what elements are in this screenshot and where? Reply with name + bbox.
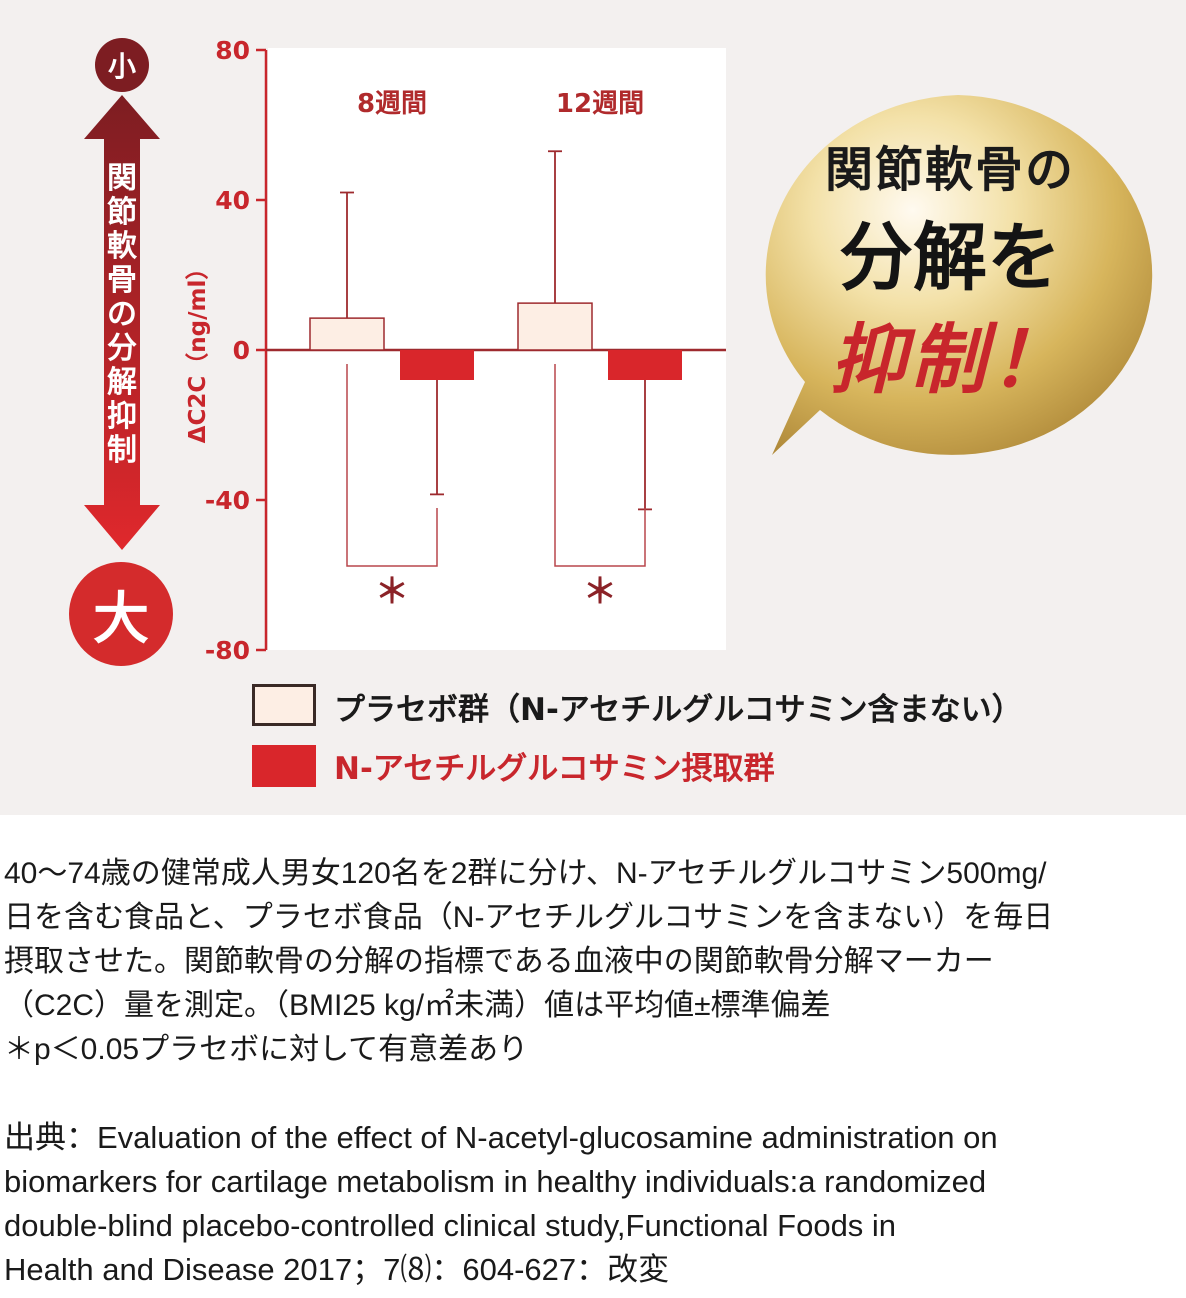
scale-arrow-icon (84, 95, 160, 550)
source-line: biomarkers for cartilage metabolism in h… (4, 1164, 987, 1199)
source-line: 出典：Evaluation of the effect of N-acetyl-… (4, 1120, 998, 1155)
y-axis-title: ΔC2C（ng/ml） (184, 257, 211, 444)
y-tick-label: 40 (215, 186, 250, 215)
scale-small-badge: 小 (95, 38, 149, 92)
note-line: 摂取させた。関節軟骨の分解の指標である血液中の関節軟骨分解マーカー (4, 945, 994, 978)
claim-line-2: 分解を (839, 215, 1061, 301)
claim-line-3: 抑制！ (830, 315, 1070, 404)
significance-bracket (346, 364, 438, 567)
significance-bracket (554, 364, 646, 567)
bar (309, 317, 385, 351)
legend-swatch-placebo (252, 684, 316, 726)
bar (400, 350, 474, 380)
note-line: ＊p＜0.05プラセボに対して有意差あり (4, 1033, 529, 1066)
category-label: 12週間 (556, 89, 644, 119)
significance-mark: ＊ (583, 572, 617, 612)
note-line: （C2C）量を測定。（BMI25 kg/㎡未満）値は平均値±標準偏差 (4, 989, 831, 1022)
legend-swatch-treatment (252, 745, 316, 787)
y-tick-label: -80 (205, 636, 250, 665)
y-tick-label: -40 (205, 486, 250, 515)
bar-chart: 80 40 0 -40 -80 ΔC2C（ng/ml） ＊ ＊ 8週間 12週間 (184, 36, 1153, 665)
claim-badge-shape (765, 95, 1153, 455)
study-notes: 40～74歳の健常成人男女120名を2群に分け、N-アセチルグルコサミン500m… (4, 852, 1182, 1292)
source-line: double-blind placebo-controlled clinical… (4, 1208, 897, 1243)
scale-large-badge: 大 (69, 562, 173, 666)
legend-label-treatment: N-アセチルグルコサミン摂取群 (334, 751, 775, 787)
claim-line-1: 関節軟骨の (824, 142, 1075, 198)
legend-label-placebo: プラセボ群（N-アセチルグルコサミン含まない） (334, 692, 1023, 728)
source-citation: 出典：Evaluation of the effect of N-acetyl-… (4, 1116, 1182, 1292)
source-line: Health and Disease 2017；7⑻：604-627：改変 (4, 1252, 670, 1287)
y-tick-label: 80 (215, 36, 250, 65)
note-line: 日を含む食品と、プラセボ食品（N-アセチルグルコサミンを含まない）を毎日 (4, 901, 1054, 934)
bar (608, 350, 682, 380)
y-tick-label: 0 (233, 336, 250, 365)
category-label: 8週間 (357, 89, 427, 119)
bar (517, 302, 593, 351)
scale-arrow-label: 関節軟骨の分解抑制 (107, 161, 137, 468)
significance-mark: ＊ (375, 572, 409, 612)
note-line: 40～74歳の健常成人男女120名を2群に分け、N-アセチルグルコサミン500m… (4, 857, 1047, 890)
